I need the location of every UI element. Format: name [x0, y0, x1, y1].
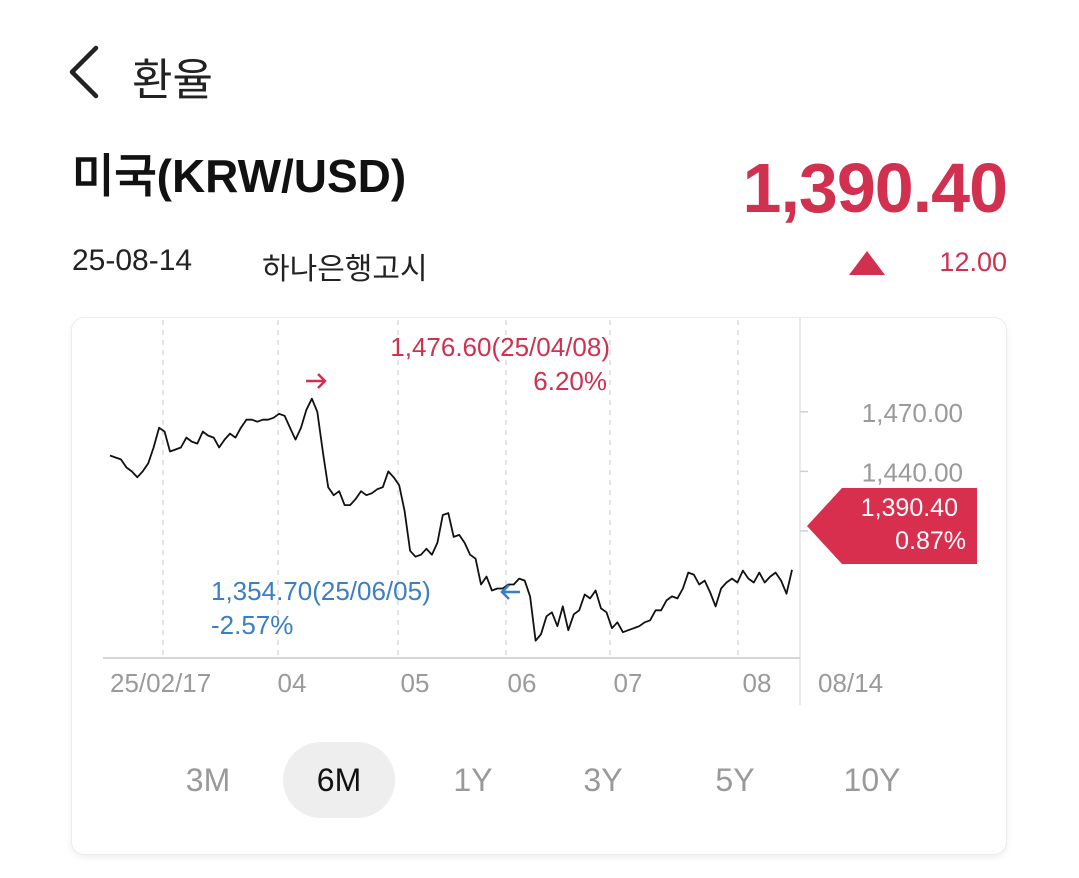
current-value-flag: 1,390.40 0.87% — [807, 488, 977, 564]
y-tick-label: 1,470.00 — [862, 398, 963, 428]
line-layer — [109, 397, 793, 642]
chart-card — [72, 318, 1006, 854]
x-tick-label: 07 — [614, 668, 643, 698]
rate-series-line — [109, 397, 793, 642]
header: 환율 — [0, 0, 1079, 130]
x-tick-label: 04 — [278, 668, 307, 698]
range-tab-3m[interactable]: 3M — [185, 762, 231, 798]
y-tick-label: 1,440.00 — [862, 457, 963, 487]
x-tick-label: 06 — [508, 668, 537, 698]
current-value-percent: 0.87% — [895, 527, 966, 555]
right-arrow-icon — [306, 373, 327, 389]
page-title: 환율 — [132, 56, 213, 105]
low-annotation-percent: -2.57% — [211, 610, 293, 640]
currency-name: 미국(KRW/USD) — [72, 150, 407, 202]
axis-labels: 1,470.00 1,440.00 25/02/17 04 05 06 07 08 08/14 — [110, 398, 963, 698]
rate-change-value: 12.00 — [939, 247, 1007, 277]
exchange-rate-value: 1,390.40 — [742, 149, 1008, 227]
low-annotation-label: 1,354.70(25/06/05) — [211, 576, 431, 606]
chart-grid — [103, 318, 808, 705]
range-tabs: 3M 6M 1Y 3Y 5Y 10Y — [0, 742, 1079, 818]
range-tab-1y[interactable]: 1Y — [453, 762, 493, 798]
x-tick-label: 08 — [743, 668, 772, 698]
range-tab-3y[interactable]: 3Y — [583, 762, 623, 798]
range-tab-10y[interactable]: 10Y — [843, 762, 901, 798]
rate-source: 하나은행고시 — [262, 253, 428, 286]
range-tab-6m[interactable]: 6M — [283, 742, 395, 818]
triangle-up-icon — [849, 251, 885, 275]
rate-date: 25-08-14 — [72, 244, 193, 277]
chart-annotations: 1,476.60(25/04/08) 6.20% 1,354.70(25/06/… — [211, 332, 977, 640]
range-tab-5y[interactable]: 5Y — [715, 762, 755, 798]
x-tick-label: 25/02/17 — [110, 668, 211, 698]
high-annotation-percent: 6.20% — [533, 366, 607, 396]
chevron-left-icon — [69, 45, 99, 99]
left-arrow-icon — [500, 584, 520, 600]
x-tick-label: 05 — [401, 668, 430, 698]
back-button[interactable] — [62, 40, 112, 104]
x-tick-label: 08/14 — [818, 668, 883, 698]
high-annotation-label: 1,476.60(25/04/08) — [390, 332, 610, 362]
current-value-label: 1,390.40 — [861, 494, 958, 522]
